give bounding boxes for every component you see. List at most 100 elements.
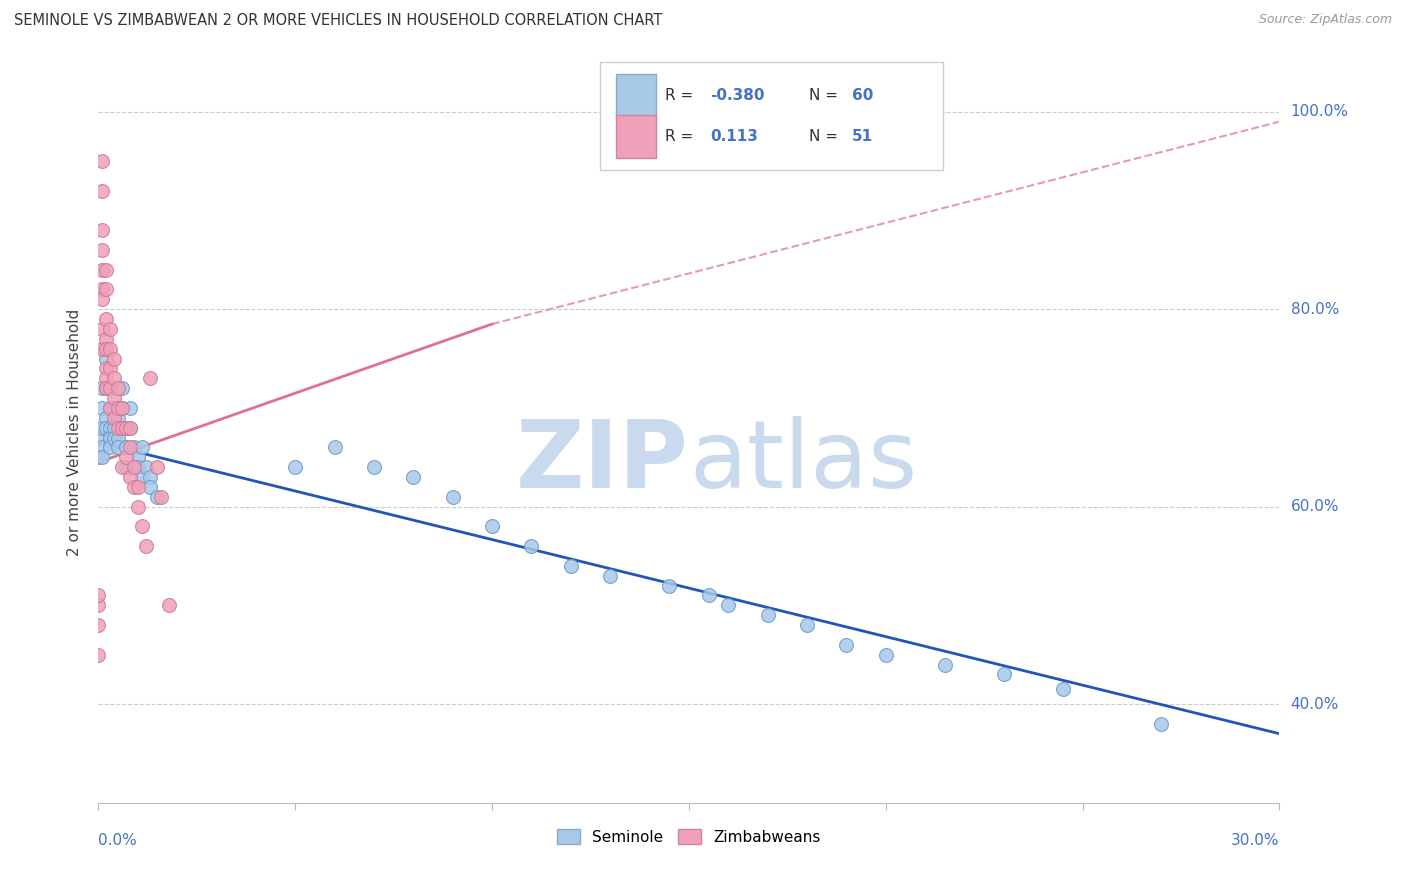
Point (363, 460, 385, 475)
Point (131, 470, 153, 484)
Point (122, 480, 145, 494)
Text: SEMINOLE VS ZIMBABWEAN 2 OR MORE VEHICLES IN HOUSEHOLD CORRELATION CHART: SEMINOLE VS ZIMBABWEAN 2 OR MORE VEHICLE… (14, 13, 662, 29)
Point (98, 381, 121, 395)
Point (131, 441, 153, 455)
Point (107, 441, 129, 455)
Text: 51: 51 (852, 129, 873, 144)
Text: R =: R = (665, 88, 699, 103)
Point (91, 420, 114, 434)
FancyBboxPatch shape (616, 115, 655, 158)
Point (796, 618, 818, 632)
Point (87, 589, 110, 603)
Point (96, 420, 118, 434)
Point (87, 648, 110, 662)
Text: N =: N = (810, 88, 844, 103)
Point (98, 420, 121, 434)
Point (993, 667, 1015, 681)
Point (127, 450, 149, 465)
Point (111, 401, 134, 415)
Point (107, 401, 129, 415)
Point (107, 420, 129, 434)
Point (96, 283, 118, 297)
Text: 0.113: 0.113 (710, 129, 758, 144)
Point (98, 381, 121, 395)
Point (91, 223, 114, 237)
Text: ZIP: ZIP (516, 417, 689, 508)
Point (111, 420, 134, 434)
Point (756, 608, 779, 623)
Point (115, 460, 138, 475)
Text: -0.380: -0.380 (710, 88, 765, 103)
FancyBboxPatch shape (616, 74, 655, 118)
Point (98, 431, 121, 445)
Point (138, 470, 160, 484)
Point (91, 342, 114, 356)
Point (146, 490, 169, 504)
Point (127, 480, 149, 494)
Text: 0.0%: 0.0% (98, 833, 138, 848)
Text: 100.0%: 100.0% (1291, 104, 1348, 120)
Point (560, 558, 582, 573)
Point (138, 480, 160, 494)
Point (111, 381, 134, 395)
Point (91, 381, 114, 395)
Point (103, 351, 125, 366)
Point (441, 490, 464, 504)
Point (96, 361, 118, 376)
Point (107, 410, 129, 425)
Point (91, 322, 114, 336)
Point (107, 381, 129, 395)
Point (934, 657, 956, 672)
Point (115, 420, 138, 434)
Point (115, 420, 138, 434)
Text: N =: N = (810, 129, 844, 144)
Text: R =: R = (665, 129, 699, 144)
Point (107, 431, 129, 445)
Point (91, 184, 114, 198)
Point (98, 401, 121, 415)
FancyBboxPatch shape (600, 62, 943, 169)
Point (481, 519, 503, 533)
Point (96, 262, 118, 277)
Text: Source: ZipAtlas.com: Source: ZipAtlas.com (1258, 13, 1392, 27)
Text: 30.0%: 30.0% (1232, 833, 1279, 848)
Point (135, 460, 157, 475)
Point (96, 381, 118, 395)
Point (91, 401, 114, 415)
Point (91, 450, 114, 465)
Y-axis label: 2 or more Vehicles in Household: 2 or more Vehicles in Household (67, 309, 83, 557)
Point (103, 371, 125, 385)
Point (122, 460, 145, 475)
Point (111, 401, 134, 415)
Point (98, 441, 121, 455)
Text: 60: 60 (852, 88, 873, 103)
Point (658, 579, 681, 593)
Point (96, 312, 118, 326)
Point (96, 351, 118, 366)
Point (103, 391, 125, 405)
Point (91, 283, 114, 297)
Text: atlas: atlas (689, 417, 917, 508)
Point (157, 599, 180, 613)
Point (103, 431, 125, 445)
Point (520, 539, 543, 553)
Point (138, 371, 160, 385)
Point (91, 262, 114, 277)
Point (96, 410, 118, 425)
Point (111, 460, 134, 475)
Point (107, 401, 129, 415)
Point (103, 410, 125, 425)
Point (284, 460, 307, 475)
Point (91, 154, 114, 169)
Point (875, 648, 897, 662)
Point (91, 243, 114, 257)
Point (96, 332, 118, 346)
Point (87, 618, 110, 632)
Legend: Seminole, Zimbabweans: Seminole, Zimbabweans (551, 822, 827, 851)
Point (118, 420, 141, 434)
Point (111, 420, 134, 434)
Point (118, 401, 141, 415)
Point (87, 599, 110, 613)
Point (118, 420, 141, 434)
Point (98, 401, 121, 415)
